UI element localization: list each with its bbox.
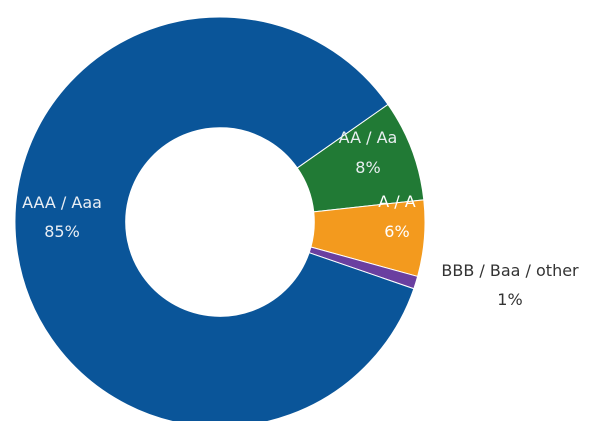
donut-slices <box>14 16 426 421</box>
slice-category-label: A / A <box>378 192 416 211</box>
slice-category-label: AAA / Aaa <box>22 193 102 212</box>
slice-value-label: 1% <box>497 290 522 309</box>
slice-value-label: 6% <box>384 222 409 241</box>
slice-category-label: AA / Aa <box>339 128 398 147</box>
slice-category-label: BBB / Baa / other <box>441 261 579 280</box>
slice-aaa-aaa <box>14 16 415 421</box>
slice-value-label: 85% <box>44 222 80 241</box>
slice-value-label: 8% <box>355 158 380 177</box>
slice-labels: AA / Aa 8% A / A 6% BBB / Baa / other 1% AAA /… <box>22 128 579 309</box>
